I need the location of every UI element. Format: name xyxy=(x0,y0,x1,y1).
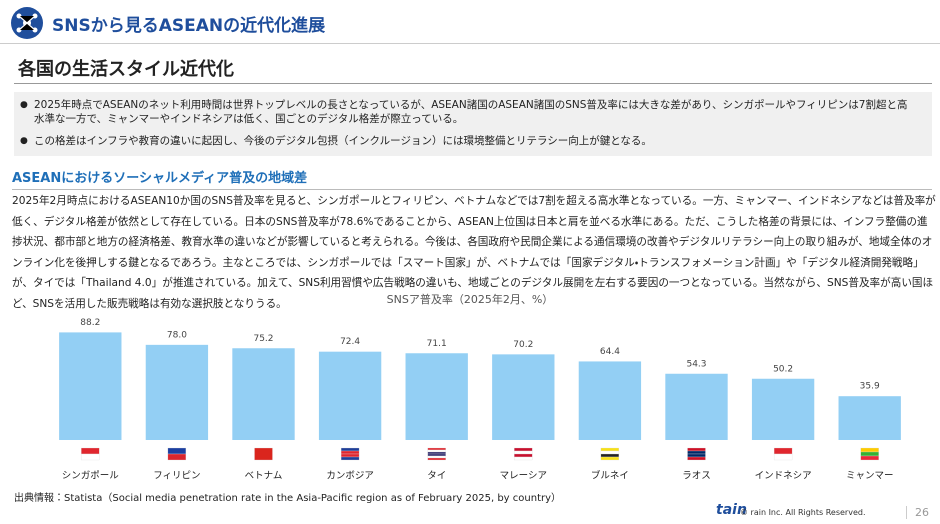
bar xyxy=(492,354,555,440)
page-number: 26 xyxy=(906,506,929,519)
bar xyxy=(665,373,728,440)
bullet: 2025年時点でASEANのネット利用時間は世界トップレベルの長さとなっているが… xyxy=(20,98,914,126)
summary-box: 2025年時点でASEANのネット利用時間は世界トップレベルの長さとなっているが… xyxy=(14,92,932,156)
value-label: 88.2 xyxy=(80,318,100,328)
bar xyxy=(318,351,382,440)
flag xyxy=(427,449,446,453)
bar xyxy=(838,396,901,440)
flag xyxy=(687,453,706,458)
flag xyxy=(514,450,533,455)
chart-title: SNSア普及率（2025年2月、%） xyxy=(387,292,554,306)
x-tick-label: シンガポール xyxy=(62,471,120,482)
value-label: 35.9 xyxy=(860,382,880,392)
bar xyxy=(232,348,295,440)
logo-icon xyxy=(11,7,43,39)
flag xyxy=(687,456,706,461)
chart: SNSア普及率（2025年2月、%） 88.2 シンガポール 78.0 フィリピン 75… xyxy=(59,292,901,482)
source: 出典情報：Statista（Social media penetration r… xyxy=(14,493,562,504)
x-tick-label: カンボジア xyxy=(326,471,374,482)
flag xyxy=(340,447,360,452)
value-label: 50.2 xyxy=(773,364,793,374)
value-label: 75.2 xyxy=(253,334,273,344)
value-label: 54.3 xyxy=(686,359,706,369)
flag xyxy=(514,456,533,461)
flag xyxy=(167,447,187,455)
x-tick-label: ベトナム xyxy=(245,471,283,482)
flag xyxy=(600,450,620,455)
bullet: この格差はインフラや教育の違いに起因し、今後のデジタル包摂（インクルージョン）に… xyxy=(20,134,914,148)
flag xyxy=(514,447,533,452)
flag xyxy=(340,453,360,458)
footer-logo: tain xyxy=(716,502,747,518)
bar xyxy=(145,344,209,440)
flag xyxy=(600,447,620,452)
bar xyxy=(405,353,468,440)
flag xyxy=(860,447,879,453)
flag xyxy=(687,450,706,455)
flag xyxy=(514,453,533,458)
flag xyxy=(600,456,620,461)
subheading: ASEANにおけるソーシャルメディア普及の地域差 xyxy=(12,167,932,190)
x-tick-label: インドネシア xyxy=(755,471,812,482)
flag xyxy=(860,451,879,457)
flag xyxy=(427,451,446,455)
x-tick-label: フィリピン xyxy=(153,471,200,482)
flag xyxy=(427,453,446,457)
flag xyxy=(860,455,879,461)
flag xyxy=(81,447,100,455)
bar xyxy=(751,378,815,440)
x-tick-label: ミャンマー xyxy=(846,471,894,482)
flag xyxy=(254,447,273,461)
x-tick-label: タイ xyxy=(427,471,446,482)
flag xyxy=(427,457,446,461)
value-label: 71.1 xyxy=(427,339,447,349)
x-tick-label: ラオス xyxy=(682,471,711,482)
flag xyxy=(773,447,793,455)
value-label: 70.2 xyxy=(513,340,533,350)
flag xyxy=(687,447,706,452)
value-label: 72.4 xyxy=(340,337,360,347)
x-tick-label: ブルネイ xyxy=(591,470,629,482)
flag xyxy=(427,455,446,459)
value-label: 64.4 xyxy=(600,347,620,357)
section-title: 各国の生活スタイル近代化 xyxy=(18,59,234,80)
paragraph: 2025年2月時点におけるASEAN10か国のSNS普及率を見ると、シンガポール… xyxy=(12,195,936,310)
flag xyxy=(167,453,187,461)
x-tick-label: マレーシア xyxy=(500,471,547,482)
bar xyxy=(59,332,122,440)
copyright: © rain Inc. All Rights Reserved. xyxy=(740,508,866,517)
divider xyxy=(0,43,940,44)
flag xyxy=(773,453,793,461)
divider xyxy=(14,83,932,84)
bar xyxy=(578,361,642,440)
header-title: SNSから見るASEANの近代化進展 xyxy=(52,16,326,36)
flag xyxy=(340,456,360,461)
flag xyxy=(600,453,620,458)
flag xyxy=(340,450,360,455)
flag xyxy=(427,447,446,451)
flag xyxy=(81,453,100,461)
value-label: 78.0 xyxy=(167,330,187,340)
